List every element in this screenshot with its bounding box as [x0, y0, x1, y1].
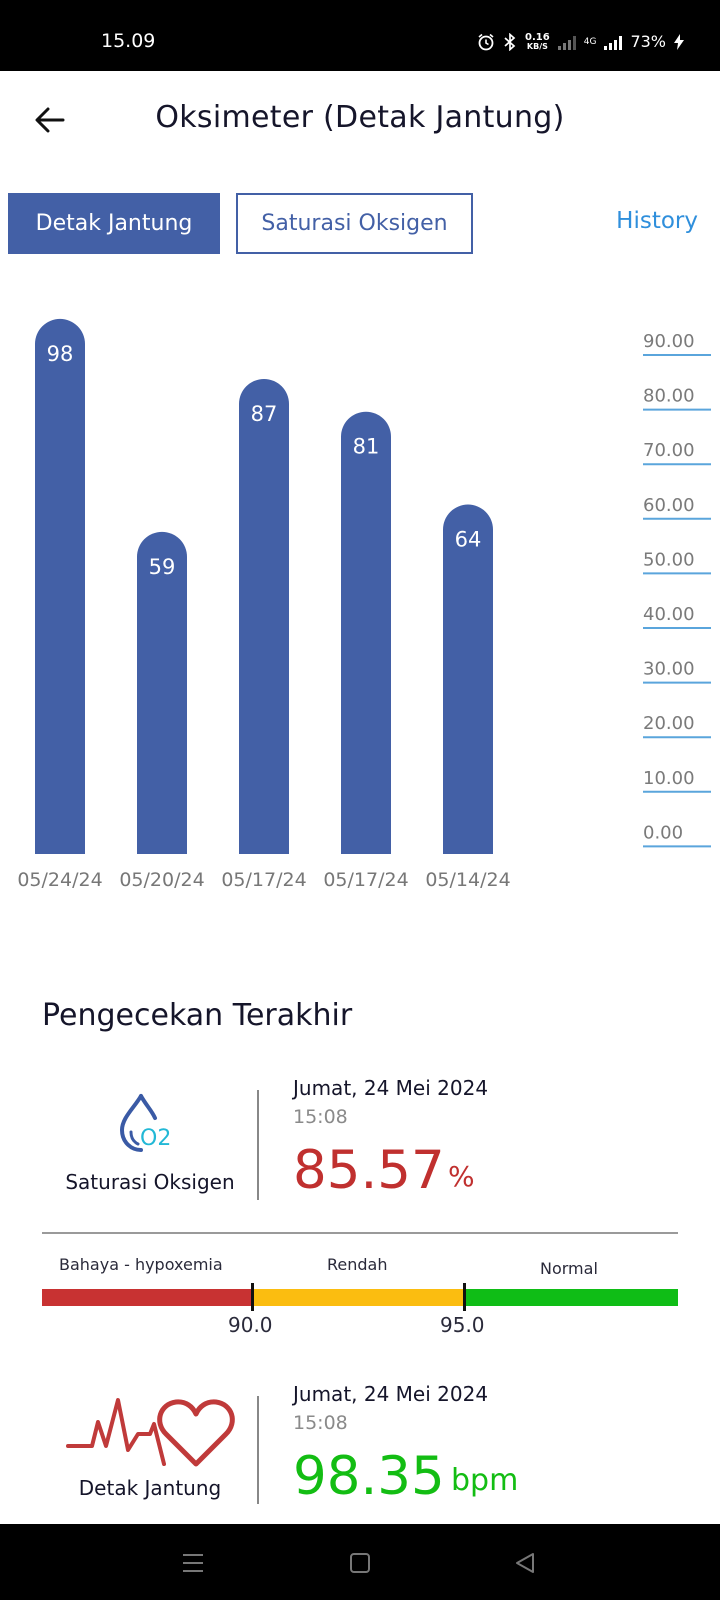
chart-data-label: 59: [149, 555, 176, 579]
range-segment-danger: [42, 1289, 253, 1306]
heart-reading-date: Jumat, 24 Mei 2024: [293, 1382, 489, 1406]
chart-y-tick-label: 80.00: [643, 386, 695, 407]
chart-bar: [35, 318, 85, 855]
chart-bar: [137, 531, 187, 854]
section-title: Pengecekan Terakhir: [42, 998, 353, 1033]
oxygen-card-icon: O2: [114, 1092, 178, 1158]
heartbeat-icon: [66, 1398, 235, 1467]
range-segment-low: [253, 1289, 465, 1306]
heart-reading-value: 98.35: [293, 1446, 445, 1507]
tab-detak-jantung[interactable]: Detak Jantung: [8, 193, 220, 254]
chart-x-tick-label: 05/17/24: [323, 869, 408, 891]
chart-x-tick-label: 05/17/24: [221, 869, 306, 891]
heart-reading-time: 15:08: [293, 1412, 348, 1434]
alarm-icon: [478, 33, 494, 50]
range-label-low: Rendah: [327, 1255, 388, 1274]
range-threshold-1: 90.0: [228, 1313, 273, 1337]
charging-icon: [674, 33, 684, 50]
menu-nav-button[interactable]: [178, 1548, 208, 1578]
range-threshold-tick-2: [463, 1283, 466, 1311]
menu-icon: [183, 1554, 203, 1572]
chart-data-label: 87: [251, 402, 278, 426]
back-triangle-icon: [516, 1553, 534, 1573]
home-square-icon: [350, 1553, 370, 1573]
back-button[interactable]: [30, 100, 70, 140]
chart-y-tick-label: 60.00: [643, 495, 695, 516]
oxygen-card-divider: [257, 1090, 259, 1200]
chart-bar: [239, 378, 289, 854]
chart-y-tick-label: 10.00: [643, 768, 695, 789]
chart-x-tick-label: 05/24/24: [17, 869, 102, 891]
signal-2-icon: [604, 34, 623, 50]
chart-y-tick-label: 20.00: [643, 713, 695, 734]
oxygen-drop-icon: O2: [119, 1094, 171, 1152]
bluetooth-icon: [504, 32, 516, 51]
range-segment-normal: [465, 1289, 678, 1306]
arrow-left-icon: [35, 107, 65, 133]
heart-card-icon: [66, 1394, 236, 1472]
page-title: Oksimeter (Detak Jantung): [155, 100, 565, 135]
net-speed: 0.16 KB/S: [525, 31, 550, 51]
svg-text:O2: O2: [140, 1126, 171, 1151]
signal-1-icon: [557, 34, 576, 50]
oxygen-reading-value: 85.57: [293, 1140, 445, 1201]
battery-level: 73%: [630, 32, 666, 51]
chart-x-tick-label: 05/20/24: [119, 869, 204, 891]
heart-card-divider: [257, 1396, 259, 1504]
oxygen-reading-date: Jumat, 24 Mei 2024: [293, 1076, 489, 1100]
chart-data-label: 81: [353, 435, 380, 459]
chart-y-tick-label: 70.00: [643, 440, 695, 461]
chart-y-tick-label: 30.00: [643, 659, 695, 680]
heart-reading-unit: bpm: [451, 1463, 519, 1498]
range-threshold-tick-1: [251, 1283, 254, 1311]
chart-data-label: 98: [47, 342, 74, 366]
oxygen-reading-unit: %: [448, 1160, 475, 1193]
chart-y-tick-label: 0.00: [643, 822, 683, 843]
chart-x-tick-label: 05/14/24: [425, 869, 510, 891]
system-nav-bar: [0, 1524, 720, 1600]
home-nav-button[interactable]: [345, 1548, 375, 1578]
heart-rate-bar-chart: 98 05/24/24 59 05/20/24 87 05/17/24 81 05/17/24…: [17, 318, 711, 891]
range-threshold-2: 95.0: [440, 1313, 485, 1337]
status-time: 15.09: [101, 30, 156, 52]
tab-saturasi-oksigen[interactable]: Saturasi Oksigen: [236, 193, 473, 254]
status-icons: 0.16 KB/S 4G 73%: [477, 32, 684, 51]
chart-y-tick-label: 50.00: [643, 549, 695, 570]
status-bar: 15.09 0.16 KB/S 4G 73%: [0, 0, 720, 71]
chart-y-tick-label: 90.00: [643, 331, 695, 352]
range-label-danger: Bahaya - hypoxemia: [59, 1255, 223, 1274]
chart-bar: [341, 411, 391, 854]
chart-data-label: 64: [455, 528, 482, 552]
chart-y-tick-label: 40.00: [643, 604, 695, 625]
back-nav-button[interactable]: [510, 1548, 540, 1578]
section-divider: [42, 1232, 678, 1234]
chart-bar: [443, 504, 493, 854]
heart-card-label: Detak Jantung: [78, 1476, 222, 1500]
range-label-normal: Normal: [540, 1259, 598, 1278]
oxygen-reading-time: 15:08: [293, 1106, 348, 1128]
history-link[interactable]: History: [616, 208, 698, 234]
oxygen-card-label: Saturasi Oksigen: [65, 1170, 235, 1194]
network-type: 4G: [583, 36, 597, 47]
